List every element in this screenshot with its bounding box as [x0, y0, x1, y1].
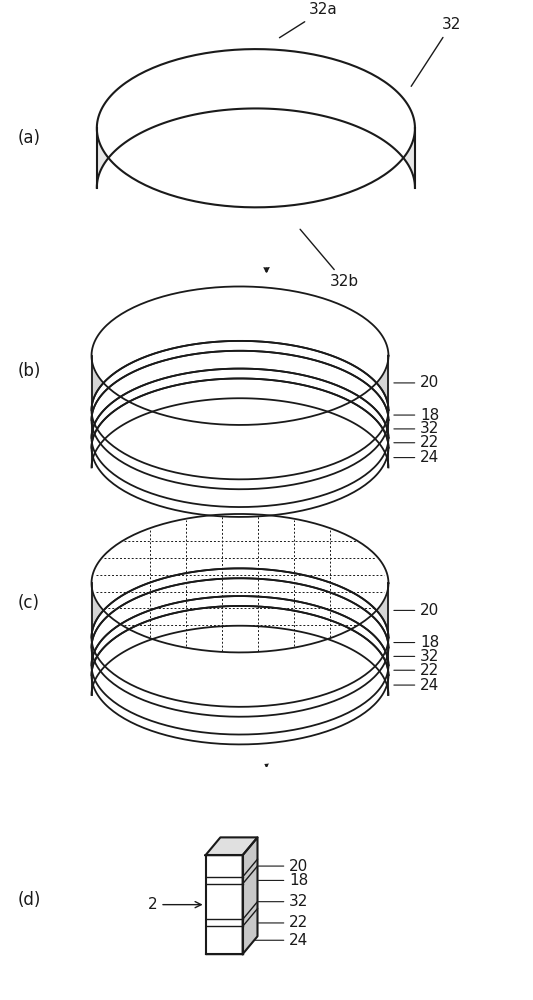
Polygon shape [243, 837, 257, 954]
Text: (b): (b) [17, 362, 41, 380]
Text: 20: 20 [394, 603, 440, 618]
Polygon shape [92, 351, 389, 489]
Text: 34: 34 [263, 462, 323, 560]
Text: 22: 22 [248, 915, 309, 930]
Text: 22: 22 [394, 663, 440, 678]
Polygon shape [206, 837, 257, 855]
Polygon shape [92, 606, 389, 695]
Text: 22: 22 [394, 435, 440, 450]
Text: 18: 18 [248, 873, 309, 888]
Text: 32: 32 [248, 894, 309, 909]
Polygon shape [92, 626, 389, 764]
Polygon shape [97, 49, 415, 188]
Polygon shape [92, 514, 389, 638]
Polygon shape [92, 286, 389, 410]
Polygon shape [92, 606, 389, 744]
Text: 24: 24 [248, 933, 309, 948]
Text: 32: 32 [394, 421, 440, 436]
Text: 32: 32 [411, 17, 461, 86]
Polygon shape [92, 596, 389, 735]
Polygon shape [92, 568, 389, 707]
Text: (a): (a) [17, 129, 41, 147]
Polygon shape [92, 578, 389, 665]
Polygon shape [92, 341, 389, 479]
Text: 32a: 32a [279, 2, 338, 38]
Text: (c): (c) [17, 594, 39, 612]
Polygon shape [206, 855, 243, 877]
Polygon shape [92, 378, 389, 517]
Text: 2: 2 [148, 897, 201, 912]
Text: 18: 18 [394, 635, 440, 650]
Text: 20: 20 [248, 859, 309, 874]
Text: 18: 18 [394, 408, 440, 423]
Polygon shape [206, 884, 243, 919]
Polygon shape [206, 926, 243, 954]
Text: 24: 24 [394, 678, 440, 693]
Polygon shape [92, 596, 389, 735]
Polygon shape [206, 919, 243, 926]
Polygon shape [92, 341, 389, 479]
Text: 32: 32 [394, 649, 440, 664]
Polygon shape [92, 369, 389, 507]
Polygon shape [92, 596, 389, 675]
Polygon shape [97, 108, 415, 267]
Text: 20: 20 [394, 375, 440, 390]
Polygon shape [92, 606, 389, 744]
Polygon shape [206, 877, 243, 884]
Polygon shape [92, 351, 389, 438]
Polygon shape [92, 514, 389, 652]
Polygon shape [92, 369, 389, 448]
Polygon shape [92, 398, 389, 537]
Text: 24: 24 [394, 450, 440, 465]
Polygon shape [92, 378, 389, 467]
Polygon shape [92, 378, 389, 517]
Polygon shape [92, 578, 389, 717]
Polygon shape [92, 369, 389, 507]
Text: (d): (d) [17, 891, 41, 909]
Polygon shape [92, 568, 389, 707]
Polygon shape [92, 286, 389, 425]
Polygon shape [97, 49, 415, 207]
Polygon shape [92, 578, 389, 717]
Polygon shape [92, 341, 389, 420]
Polygon shape [92, 351, 389, 489]
Text: 32b: 32b [300, 229, 359, 289]
Polygon shape [92, 568, 389, 647]
